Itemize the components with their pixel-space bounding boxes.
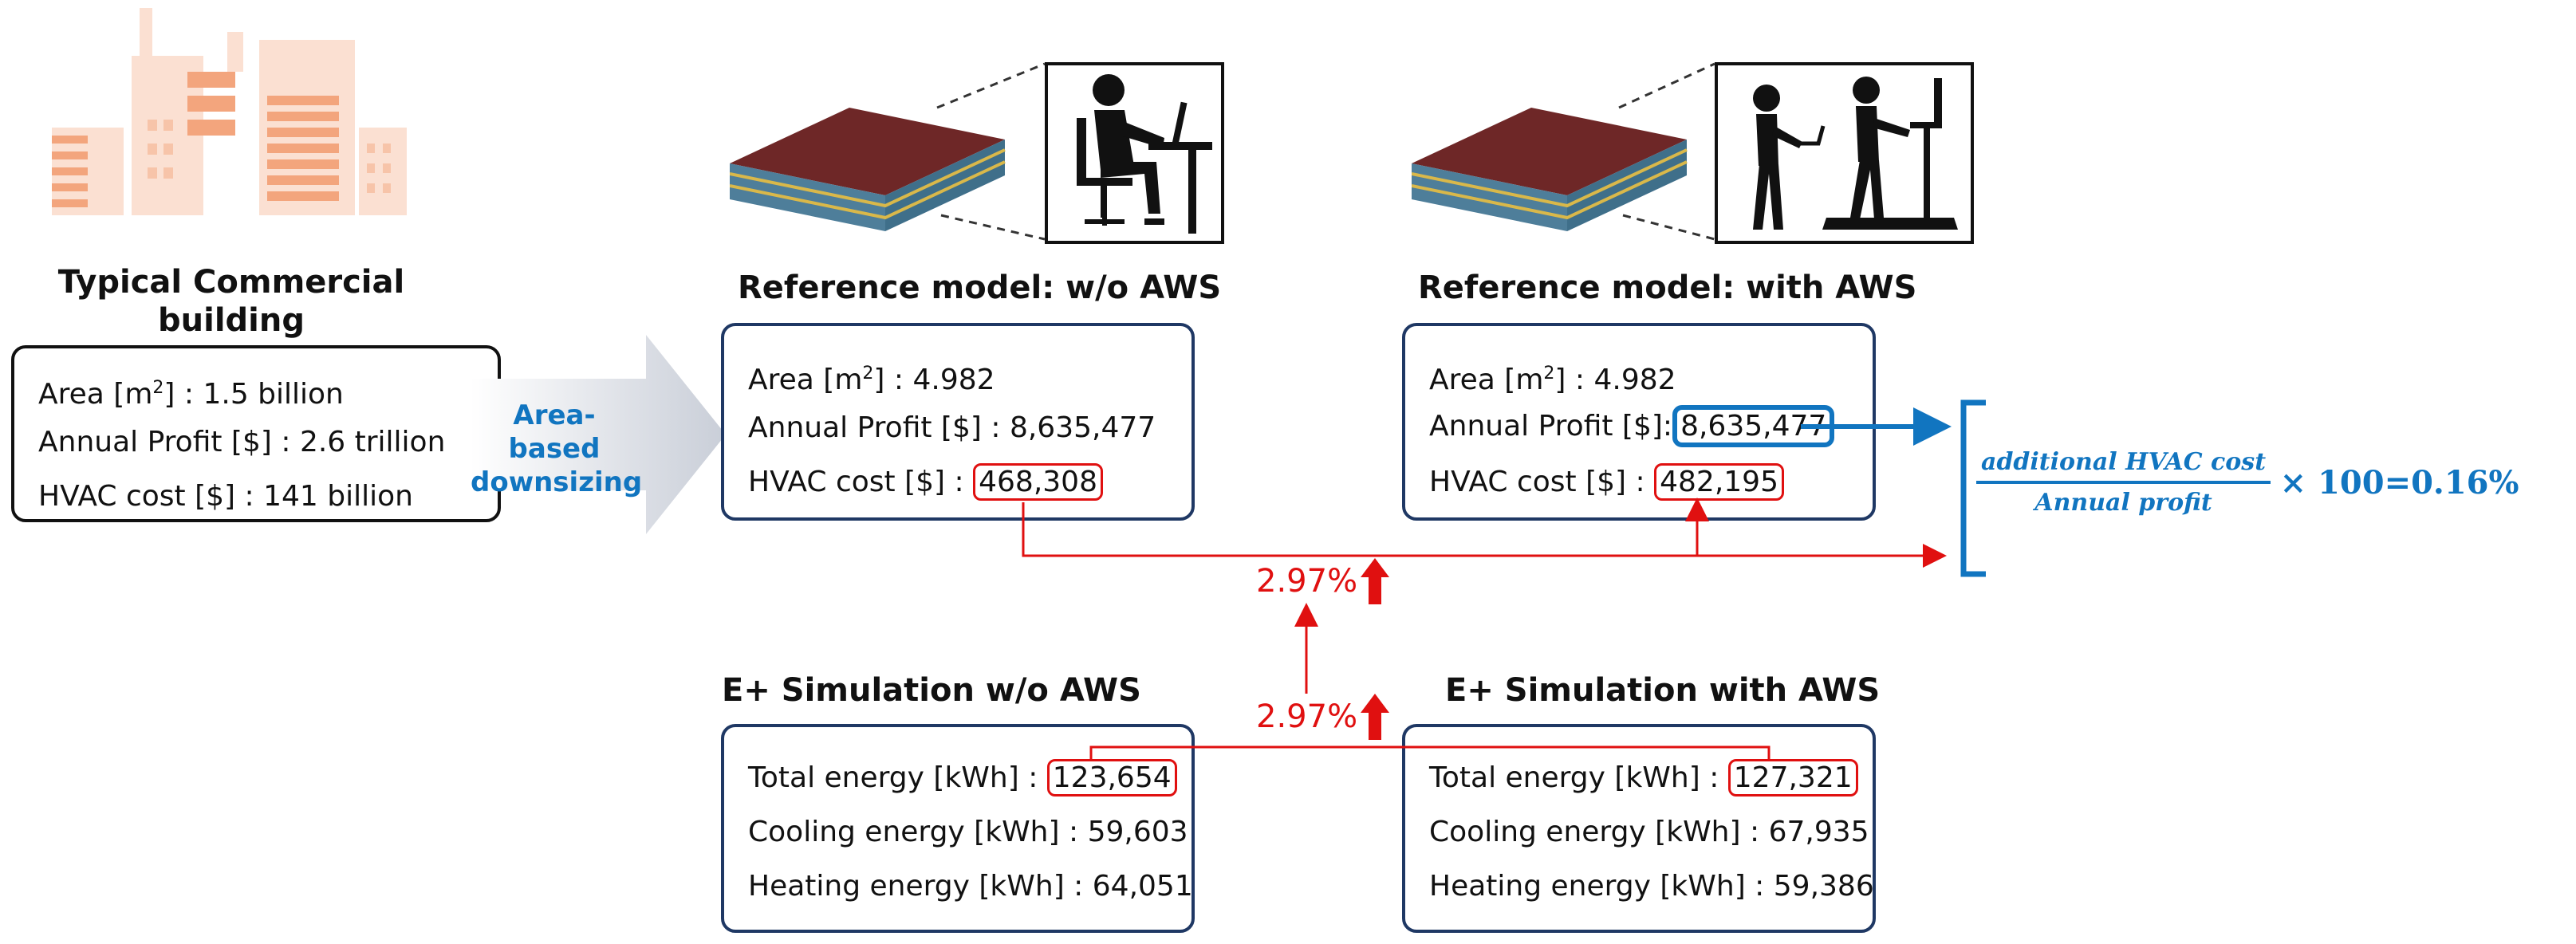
formula-numerator: additional HVAC cost (1981, 448, 2267, 476)
sim-wo-cooling-value: 59,603 (1087, 816, 1188, 848)
ref-wo-aws-title: Reference model: w/o AWS (738, 269, 1222, 306)
ref-wo-aws-box: Area [m2] : 4.982 Annual Profit [$] : 8,… (721, 323, 1195, 521)
sitting-worker-icon (1045, 62, 1224, 244)
up-arrow-icon (1361, 558, 1389, 604)
sim-wo-total-value: 123,654 (1046, 759, 1177, 796)
formula-result: × 100=0.16% (2279, 463, 2519, 502)
sim-wo-aws-box: Total energy [kWh] : 123,654 Cooling ene… (721, 724, 1195, 933)
typical-profit-row: Annual Profit [$] : 2.6 trillion (38, 426, 446, 458)
increase-upper-label: 2.97% (1256, 563, 1358, 600)
downsizing-label: Area-based downsizing (471, 399, 643, 498)
sim-wo-total-row: Total energy [kWh] : 123,654 (748, 759, 1177, 796)
up-arrow-icon (1361, 694, 1389, 740)
hvac-cost-ratio-formula: additional HVAC cost Annual profit × 100… (1976, 448, 2519, 517)
ref-wo-hvac-row: HVAC cost [$] : 468,308 (748, 463, 1103, 501)
increase-lower-label: 2.97% (1256, 698, 1358, 735)
sim-with-heating-value: 59,386 (1773, 870, 1874, 903)
downsizing-arrow (471, 335, 726, 534)
sim-wo-heating-value: 64,051 (1092, 870, 1193, 903)
typical-profit-value: 2.6 trillion (299, 426, 446, 458)
typical-hvac-row: HVAC cost [$] : 141 billion (38, 480, 413, 513)
sim-with-total-row: Total energy [kWh] : 127,321 (1429, 759, 1858, 796)
sim-with-aws-title: E+ Simulation with AWS (1445, 672, 1881, 709)
typical-building-box: Area [m2] : 1.5 billion Annual Profit [$… (11, 345, 501, 522)
ref-with-hvac-value: 482,195 (1654, 463, 1784, 501)
ref-wo-profit-value: 8,635,477 (1009, 411, 1156, 444)
ref-with-hvac-row: HVAC cost [$] : 482,195 (1429, 463, 1784, 501)
ref-wo-hvac-value: 468,308 (973, 463, 1103, 501)
ref-wo-area-value: 4.982 (912, 364, 995, 396)
sim-with-total-value: 127,321 (1727, 759, 1858, 796)
sim-wo-aws-title: E+ Simulation w/o AWS (722, 672, 1141, 709)
typical-hvac-value: 141 billion (263, 480, 413, 513)
sim-with-cooling-row: Cooling energy [kWh] : 67,935 (1429, 816, 1869, 848)
sim-with-cooling-value: 67,935 (1768, 816, 1869, 848)
sim-with-heating-row: Heating energy [kWh] : 59,386 (1429, 870, 1874, 903)
commercial-buildings-icon (52, 8, 407, 215)
sim-wo-cooling-row: Cooling energy [kWh] : 59,603 (748, 816, 1188, 848)
ref-wo-profit-row: Annual Profit [$] : 8,635,477 (748, 411, 1156, 444)
typical-area-row: Area [m2] : 1.5 billion (38, 378, 344, 411)
building-slab-icon (1412, 108, 1688, 231)
ref-with-area-row: Area [m2] : 4.982 (1429, 364, 1676, 396)
formula-denominator: Annual profit (2034, 489, 2212, 517)
active-workstation-icon (1715, 62, 1974, 244)
ref-wo-area-row: Area [m2] : 4.982 (748, 364, 995, 396)
typical-building-title: Typical Commercial building (57, 264, 405, 339)
ref-with-aws-title: Reference model: with AWS (1418, 269, 1917, 306)
typical-area-value: 1.5 billion (203, 378, 344, 411)
building-slab-icon (730, 108, 1006, 231)
sim-with-aws-box: Total energy [kWh] : 127,321 Cooling ene… (1402, 724, 1876, 933)
ref-with-area-value: 4.982 (1593, 364, 1676, 396)
ref-with-aws-box: Area [m2] : 4.982 Annual Profit [$]: 8,63… (1402, 323, 1876, 521)
formula-fraction-bar (1976, 481, 2271, 484)
sim-wo-heating-row: Heating energy [kWh] : 64,051 (748, 870, 1193, 903)
